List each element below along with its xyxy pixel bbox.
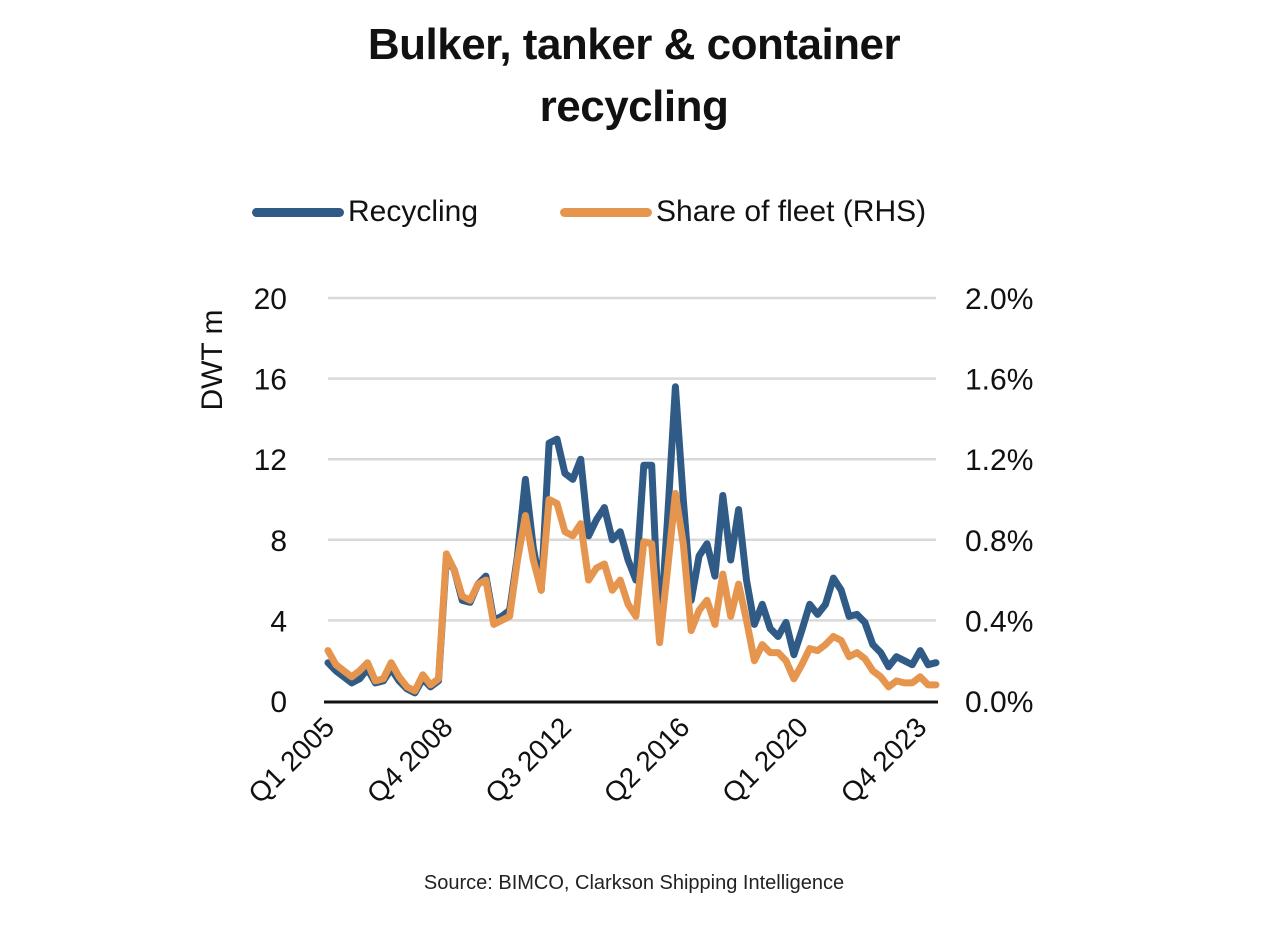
legend-swatch-recycling	[252, 207, 344, 217]
legend: Recycling Share of fleet (RHS)	[0, 190, 1268, 234]
legend-swatch-share-of-fleet	[560, 207, 652, 217]
source-note: Source: BIMCO, Clarkson Shipping Intelli…	[423, 872, 845, 894]
y-axis-left: 0 4 8 12 16 20	[254, 283, 287, 719]
x-tick-label: Q4 2008	[361, 711, 459, 809]
y-tick-label-right: 0.0%	[965, 686, 1033, 719]
y-tick-label-left: 4	[270, 605, 287, 638]
y-tick-label-right: 2.0%	[965, 283, 1033, 316]
x-tick-label: Q2 2016	[598, 711, 696, 809]
legend-label-share-of-fleet: Share of fleet (RHS)	[656, 195, 927, 228]
x-tick-label: Q4 2023	[835, 711, 933, 809]
y-tick-label-right: 0.4%	[965, 605, 1033, 638]
x-tick-label: Q1 2020	[716, 711, 814, 809]
x-tick-label: Q3 2012	[479, 711, 577, 809]
y-tick-label-left: 20	[254, 283, 287, 316]
y-tick-label-right: 0.8%	[965, 525, 1033, 558]
legend-item-share-of-fleet: Share of fleet (RHS)	[560, 190, 926, 234]
y-axis-right: 0.0% 0.4% 0.8% 1.2% 1.6% 2.0%	[965, 283, 1033, 719]
chart-title-line-2: recycling	[539, 82, 729, 131]
y-tick-label-right: 1.6%	[965, 364, 1033, 397]
y-axis-label: DWT m	[196, 309, 229, 410]
chart-title-line-1: Bulker, tanker & container	[367, 20, 901, 69]
legend-item-recycling: Recycling	[252, 190, 478, 234]
y-tick-label-left: 12	[254, 444, 287, 477]
series-lines	[324, 383, 940, 697]
x-axis-ticks: Q1 2005 Q4 2008 Q3 2012 Q2 2016 Q1 2020 Q4 20…	[242, 711, 932, 809]
y-tick-label-left: 0	[270, 686, 287, 719]
y-tick-label-right: 1.2%	[965, 444, 1033, 477]
series-line-share-of-fleet	[324, 490, 940, 695]
x-tick-label: Q1 2005	[242, 711, 340, 809]
y-tick-label-left: 16	[254, 364, 287, 397]
gridlines	[328, 296, 936, 622]
y-tick-label-left: 8	[270, 525, 287, 558]
legend-label-recycling: Recycling	[348, 195, 479, 228]
